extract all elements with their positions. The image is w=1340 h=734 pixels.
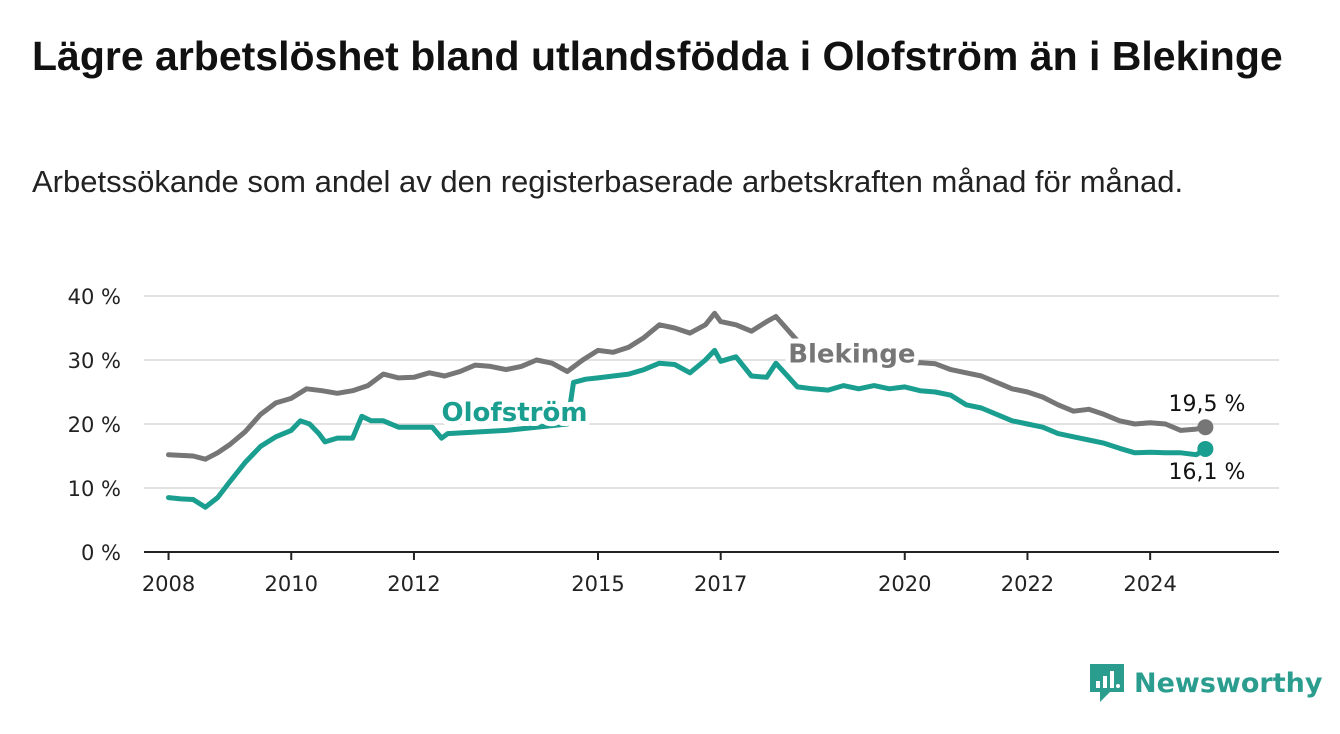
- brand-name: Newsworthy: [1134, 667, 1323, 699]
- y-tick-label: 30 %: [68, 349, 121, 373]
- y-axis: 0 % 10 % 20 % 30 % 40 %: [68, 285, 121, 565]
- x-tick-label: 2017: [694, 572, 747, 596]
- newsworthy-logo-icon: [1090, 664, 1124, 702]
- chart-subtitle: Arbetssökande som andel av den registerb…: [32, 164, 1184, 199]
- annotations: 19,5 % 16,1 % Blekinge Olofström: [437, 335, 1246, 485]
- grid: [144, 295, 1279, 489]
- brand-logo: Newsworthy: [1088, 660, 1322, 706]
- end-value-label: 16,1 %: [1168, 460, 1245, 485]
- series-end-point: [1197, 440, 1214, 457]
- series-line: [166, 347, 1208, 510]
- x-tick-label: 2024: [1123, 572, 1176, 596]
- series-line: [166, 310, 1208, 462]
- x-axis: 2008 2010 2012 2015 2017 2020 2022 2024: [142, 551, 1279, 596]
- x-tick-label: 2008: [142, 572, 195, 596]
- series-end-point: [1197, 419, 1214, 436]
- series-label: Blekinge: [788, 340, 915, 370]
- x-tick-label: 2012: [387, 572, 440, 596]
- y-tick-label: 40 %: [68, 285, 121, 309]
- chart-title: Lägre arbetslöshet bland utlandsfödda i …: [32, 33, 1283, 79]
- x-tick-label: 2022: [1001, 572, 1054, 596]
- series-group: [166, 310, 1214, 510]
- end-value-label: 19,5 %: [1168, 392, 1245, 417]
- y-tick-label: 20 %: [68, 413, 121, 437]
- x-tick-label: 2020: [878, 572, 931, 596]
- y-tick-label: 0 %: [81, 541, 121, 565]
- x-tick-label: 2015: [571, 572, 624, 596]
- y-tick-label: 10 %: [68, 477, 121, 501]
- x-tick-label: 2010: [265, 572, 318, 596]
- series-label: Olofström: [442, 398, 588, 428]
